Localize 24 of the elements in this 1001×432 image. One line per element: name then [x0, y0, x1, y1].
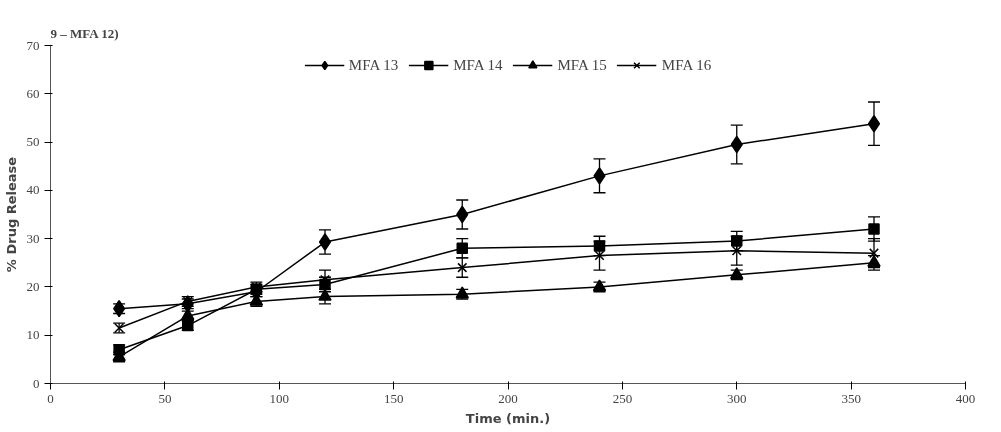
x-tick-label: 250	[612, 390, 633, 406]
legend-label: MFA 16	[661, 56, 712, 74]
x-tick-label: 150	[383, 390, 404, 406]
x-tick-label: 0	[47, 390, 54, 406]
y-tick-label: 30	[26, 230, 40, 246]
y-tick-label: 70	[26, 37, 40, 53]
y-tick-label: 10	[26, 327, 40, 343]
x-tick-label: 300	[727, 390, 747, 406]
y-tick-label: 20	[26, 278, 40, 294]
y-axis-title: % Drug Release	[3, 156, 19, 273]
legend-label: MFA 15	[557, 56, 607, 74]
legend-label: MFA 14	[453, 56, 503, 74]
x-axis-title: Time (min.)	[465, 410, 551, 426]
x-tick-label: 200	[498, 390, 518, 406]
y-tick-label: 60	[26, 85, 40, 101]
text: 9 – MFA 12)	[50, 25, 119, 41]
legend-label: MFA 13	[348, 56, 399, 74]
x-tick-label: 350	[841, 390, 861, 406]
y-tick-label: 40	[26, 182, 40, 198]
y-tick-label: 50	[26, 134, 40, 150]
x-tick-label: 400	[955, 390, 976, 406]
x-tick-label: 50	[158, 390, 172, 406]
x-tick-label: 100	[269, 390, 289, 406]
y-tick-label: 0	[33, 375, 40, 391]
